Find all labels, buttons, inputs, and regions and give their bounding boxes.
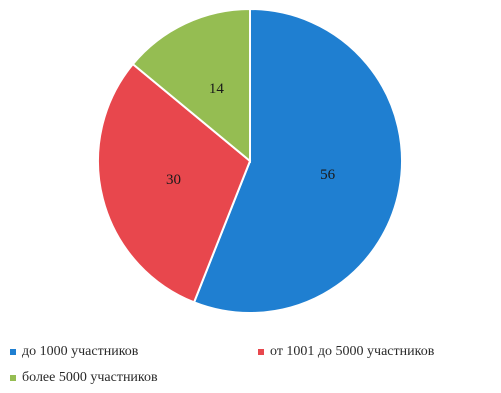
pie-chart-svg: 56 30 14 — [97, 7, 403, 314]
pie-slice-0 — [192, 7, 403, 314]
legend-item-0: до 1000 участников — [10, 344, 138, 360]
pie-data-labels: 56 30 14 — [166, 81, 336, 188]
legend-label-2: более 5000 участников — [22, 370, 158, 385]
legend-item-2: более 5000 участников — [10, 370, 158, 386]
pie-slice-2 — [131, 7, 251, 164]
legend-swatch-0 — [10, 349, 16, 355]
data-label-1: 30 — [166, 172, 181, 188]
legend-swatch-2 — [10, 375, 16, 381]
legend-label-0: до 1000 участников — [22, 344, 139, 359]
pie-slice-1 — [97, 62, 252, 304]
data-label-0: 56 — [320, 167, 336, 183]
legend-item-1: от 1001 до 5000 участников — [258, 344, 434, 360]
legend: до 1000 участников от 1001 до 5000 участ… — [8, 340, 498, 390]
data-label-2: 14 — [209, 81, 225, 97]
legend-swatch-1 — [258, 349, 264, 355]
legend-label-1: от 1001 до 5000 участников — [270, 344, 435, 359]
pie-slices — [97, 7, 403, 314]
